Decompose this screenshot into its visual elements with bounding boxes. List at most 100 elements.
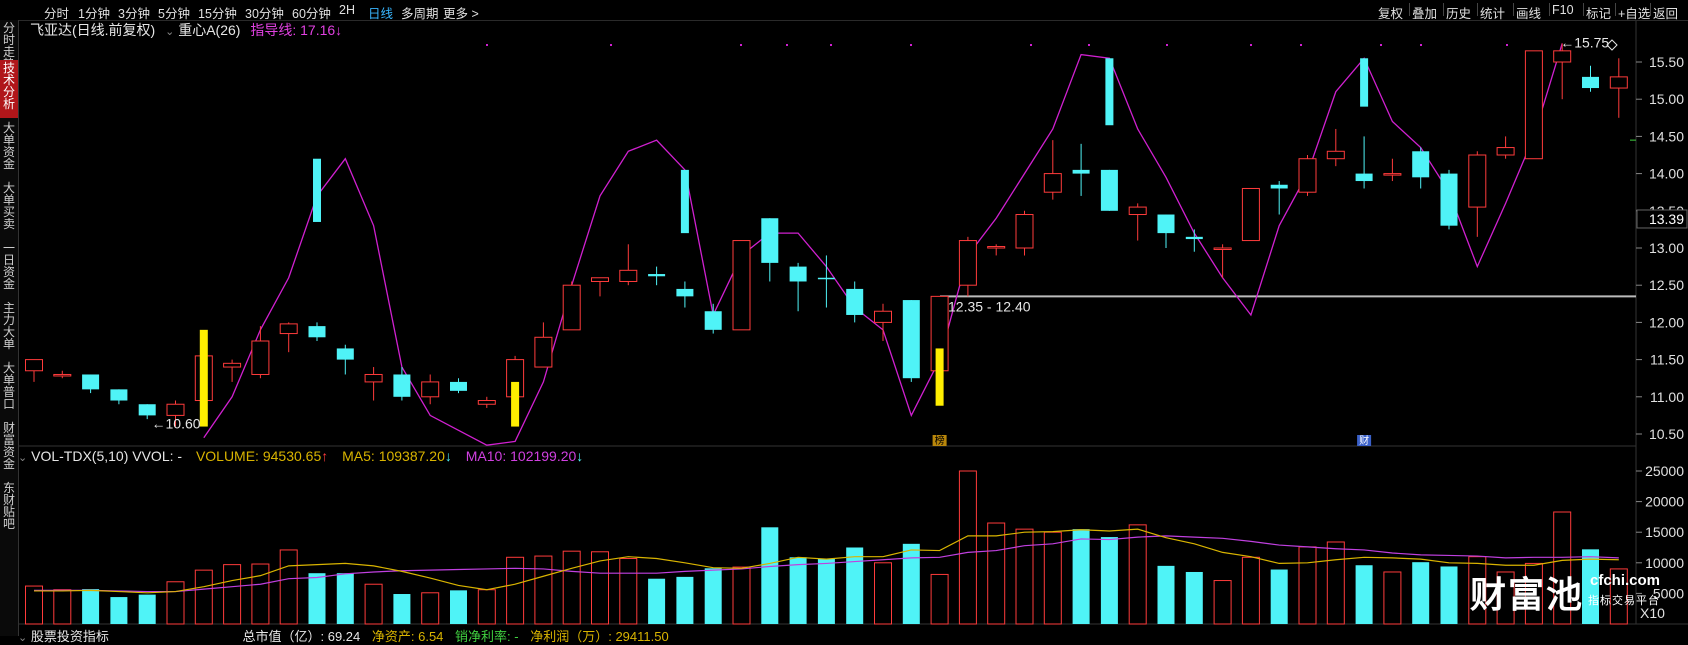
candle-up[interactable] [732, 240, 751, 331]
toolbar-button-5[interactable]: F10 [1552, 3, 1574, 17]
toolbar-button-7[interactable]: +自选 [1618, 7, 1651, 21]
price-tick-label: 12.00 [1649, 314, 1684, 330]
candle-down[interactable] [450, 381, 467, 391]
period-tab-9[interactable]: 多周期 [401, 7, 439, 21]
candle-down[interactable] [1157, 214, 1175, 234]
candle-down[interactable] [1185, 236, 1203, 240]
candle-down[interactable] [1100, 169, 1118, 211]
volume-bar-up [619, 558, 638, 625]
candle-down[interactable] [336, 348, 354, 360]
candle-up[interactable] [251, 340, 270, 375]
candle-up[interactable] [1383, 173, 1402, 176]
period-tab-2[interactable]: 3分钟 [118, 7, 150, 21]
candle-up[interactable] [1241, 187, 1260, 242]
price-tick-label: 14.50 [1649, 128, 1684, 144]
candle-down[interactable] [789, 266, 807, 282]
candle-up[interactable] [1298, 158, 1317, 193]
toolbar-button-8[interactable]: 返回 [1653, 7, 1679, 21]
dropdown-icon[interactable]: ⌄ [18, 632, 28, 644]
candle-up[interactable] [1015, 214, 1034, 249]
candle-down[interactable] [138, 404, 156, 416]
period-tab-3[interactable]: 5分钟 [158, 7, 190, 21]
candle-down[interactable] [648, 274, 666, 277]
candle-down[interactable] [761, 218, 779, 263]
candle-down[interactable] [1440, 173, 1458, 226]
candle-up[interactable] [1043, 173, 1062, 193]
candle-up[interactable] [1128, 206, 1147, 216]
volume-bar-down [648, 578, 666, 624]
candle-up[interactable] [1496, 147, 1515, 156]
candle-up[interactable] [1524, 50, 1543, 160]
candle-up[interactable] [25, 359, 43, 372]
candle-down[interactable] [817, 277, 835, 280]
candle-up[interactable] [958, 240, 977, 286]
sidebar-item-6[interactable]: 大单普口 [2, 361, 15, 411]
candle-down[interactable] [1355, 173, 1373, 182]
period-tab-4[interactable]: 15分钟 [198, 7, 237, 21]
candle-down[interactable] [704, 311, 722, 330]
candle-up[interactable] [1213, 247, 1232, 250]
sidebar-item-7[interactable]: 财富资金 [2, 421, 15, 471]
candle-down[interactable] [308, 326, 326, 338]
candle-up[interactable] [279, 323, 298, 335]
candle-down[interactable] [82, 374, 100, 390]
sidebar-item-5[interactable]: 主力大单 [2, 301, 15, 351]
signal-bar-cyan [1360, 58, 1369, 107]
period-tab-7[interactable]: 2H [339, 3, 355, 17]
sidebar-item-2[interactable]: 大单资金 [2, 121, 15, 171]
sidebar-item-0[interactable]: 分时走势 [2, 21, 15, 70]
toolbar-button-6[interactable]: 标记 [1586, 7, 1612, 21]
candle-up[interactable] [364, 373, 383, 383]
candle-down[interactable] [1072, 169, 1090, 174]
toolbar-button-1[interactable]: 叠加 [1412, 7, 1438, 21]
sidebar-item-8[interactable]: 东财贴吧 [2, 481, 15, 531]
candle-up[interactable] [1468, 154, 1487, 208]
indicator-name[interactable]: 重心A(26) [178, 22, 241, 38]
candle-down[interactable] [902, 300, 920, 379]
vol-indicator-title[interactable]: VOL-TDX(5,10) VVOL: - [31, 448, 183, 464]
dropdown-icon[interactable]: ⌄ [165, 26, 175, 38]
period-tab-5[interactable]: 30分钟 [245, 7, 284, 21]
period-tab-0[interactable]: 分时 [44, 7, 70, 21]
candle-down[interactable] [110, 389, 128, 401]
toolbar-button-0[interactable]: 复权 [1378, 7, 1404, 21]
signal-dot [910, 44, 912, 46]
sidebar-item-4[interactable]: 一日资金 [2, 241, 15, 291]
candle-down[interactable] [676, 288, 694, 297]
candle-down[interactable] [393, 374, 411, 397]
sidebar-item-1[interactable]: 技术分析 [0, 60, 18, 118]
candle-up[interactable] [53, 373, 72, 377]
candle-up[interactable] [1609, 76, 1628, 89]
candle-up[interactable] [591, 277, 609, 282]
candle-up[interactable] [421, 381, 440, 398]
candle-down[interactable] [1412, 151, 1430, 178]
toolbar-button-2[interactable]: 历史 [1446, 7, 1472, 21]
toolbar-button-3[interactable]: 统计 [1480, 7, 1506, 21]
toolbar-button-4[interactable]: 画线 [1516, 7, 1542, 21]
period-tab-8[interactable]: 日线 [368, 7, 394, 21]
candle-up[interactable] [562, 284, 581, 331]
net-asset: 净资产: 6.54 [371, 629, 444, 644]
candle-up[interactable] [223, 362, 242, 368]
candle-down[interactable] [846, 288, 864, 315]
candle-down[interactable] [1582, 76, 1599, 89]
candle-up[interactable] [477, 400, 496, 405]
candle-up[interactable] [619, 269, 638, 282]
dropdown-icon[interactable]: ⌄ [18, 452, 28, 464]
candle-up[interactable] [166, 403, 185, 416]
candle-up[interactable] [1326, 150, 1345, 160]
period-tab-10[interactable]: 更多 > [443, 7, 479, 21]
candle-up[interactable] [1553, 50, 1572, 63]
period-tab-1[interactable]: 1分钟 [78, 7, 110, 21]
period-tab-6[interactable]: 60分钟 [292, 7, 331, 21]
volume-bar-up [1609, 568, 1628, 625]
guide-line-label: 指导线: 17.16 [250, 22, 336, 38]
candle-up[interactable] [987, 246, 1006, 249]
candle-down[interactable] [1270, 184, 1288, 189]
candle-up[interactable] [534, 336, 553, 368]
toolbar-divider [1409, 3, 1410, 16]
sidebar-item-3[interactable]: 大单买卖 [2, 181, 15, 231]
candle-up[interactable] [874, 310, 892, 323]
ma5-value: MA5: 109387.20 [342, 448, 445, 464]
